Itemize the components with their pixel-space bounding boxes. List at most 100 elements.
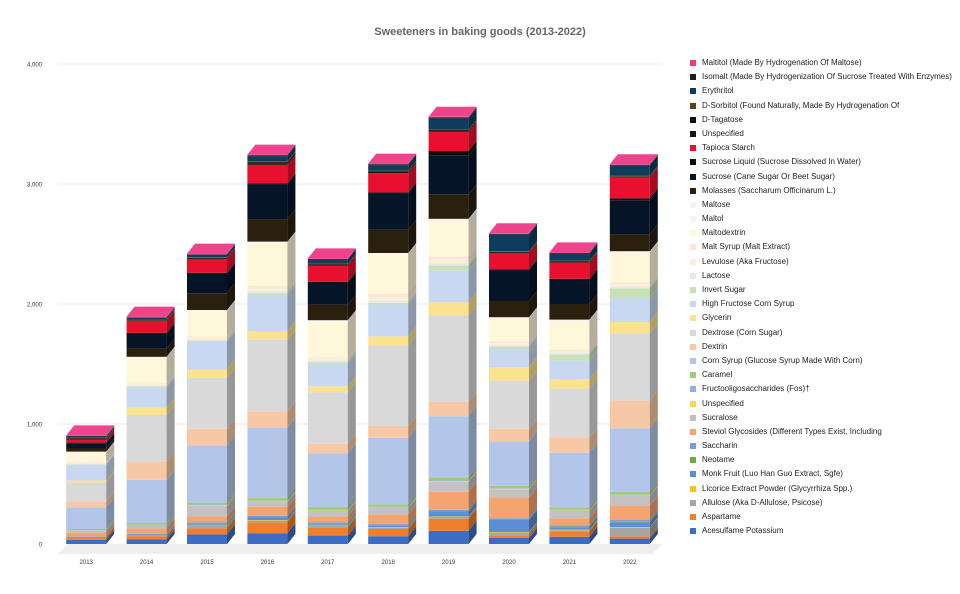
bar-segment <box>428 145 477 195</box>
bar-segment <box>307 382 356 444</box>
bar-segment <box>428 253 477 266</box>
bar-segment <box>609 485 658 496</box>
legend-swatch <box>690 315 696 322</box>
legend-label: Glycerin <box>702 313 732 323</box>
bar-segment <box>307 443 356 507</box>
bar-segment <box>428 506 477 517</box>
bar-segment <box>307 499 356 511</box>
bar-segment <box>609 517 658 537</box>
bar-segment <box>368 155 417 171</box>
bar-segment <box>549 339 598 352</box>
bar-segment <box>187 418 235 446</box>
bar-segment <box>549 243 598 254</box>
bar-segment <box>428 106 477 118</box>
bar-segment <box>247 276 296 289</box>
bar-segment <box>247 507 296 518</box>
bar-segment <box>247 174 296 220</box>
x-tick-label: 2022 <box>623 560 637 566</box>
bar-segment <box>489 224 537 252</box>
bar-segment <box>489 336 537 349</box>
bar-segment <box>368 335 417 426</box>
legend-label: Saccharin <box>702 441 738 451</box>
legend-swatch <box>690 60 696 66</box>
bar-segment <box>126 526 175 540</box>
bar-segment <box>247 510 296 523</box>
bar-segment <box>428 121 477 151</box>
legend-swatch <box>690 74 696 81</box>
bar-segment <box>549 344 598 361</box>
legend-label: Allulose (Aka D-Allulose, Psicose) <box>702 497 823 507</box>
legend-swatch <box>690 230 696 237</box>
legend-item: Erythritol <box>690 86 955 96</box>
legend-label: Aspartame <box>702 512 741 521</box>
bar-segment <box>609 276 658 289</box>
x-tick-label: 2017 <box>321 560 335 566</box>
x-tick-label: 2014 <box>140 560 154 566</box>
y-tick-label: 1,000 <box>27 423 43 429</box>
bar-segment <box>187 515 235 526</box>
bar-top-face <box>609 154 658 165</box>
legend-label: Sucrose Liquid (Sucrose Dissolved In Wat… <box>702 157 861 167</box>
bar-segment <box>609 165 658 177</box>
bar-segment <box>609 512 658 528</box>
legend-swatch <box>690 187 696 194</box>
legend-item: Unspecified <box>690 399 955 409</box>
bar-segment <box>307 354 356 387</box>
bar-segment <box>66 441 115 453</box>
bar-segment <box>66 472 115 502</box>
bar-segment <box>368 415 417 438</box>
legend-item: D-Sorbitol (Found Naturally, Made By Hyd… <box>690 101 955 111</box>
bar-segment <box>489 307 537 318</box>
legend-item: Maltose <box>690 200 955 210</box>
bar-segment <box>66 429 115 440</box>
bar-segment <box>489 331 537 343</box>
bar-segment <box>247 401 296 428</box>
bar-segment <box>368 519 417 537</box>
bar-segment <box>368 244 417 294</box>
bar-segment <box>549 369 598 389</box>
bar-segment <box>187 494 235 505</box>
bar-segment <box>247 144 296 156</box>
bar-segment <box>307 271 356 283</box>
bar-segment <box>609 528 658 544</box>
bar-segment <box>368 514 417 526</box>
bar-segment <box>368 219 417 253</box>
bar-segment <box>247 285 296 331</box>
legend-swatch <box>690 272 696 279</box>
bar-segment <box>368 494 417 507</box>
bar-segment <box>609 495 658 520</box>
bar-segment <box>428 508 477 531</box>
bar-segment <box>126 310 175 321</box>
bar-segment <box>247 510 296 521</box>
legend-swatch <box>690 471 696 478</box>
bar-segment <box>368 154 417 166</box>
bar-segment <box>187 359 235 378</box>
legend-item: Neotame <box>690 455 955 465</box>
legend-swatch <box>690 443 696 450</box>
bar-segment <box>428 120 477 131</box>
legend-item: Tapioca Starch <box>690 143 955 153</box>
bar-segment <box>66 453 115 465</box>
legend-swatch <box>690 400 696 407</box>
bar-stack-2021 <box>549 242 598 544</box>
bar-segment <box>609 154 658 165</box>
bar-segment <box>187 300 235 312</box>
bar-segment <box>549 243 598 261</box>
bar-segment <box>609 278 658 298</box>
bar-segment <box>247 145 296 157</box>
bar-stack-2014 <box>126 306 175 544</box>
bar-segment <box>609 418 658 492</box>
legend-item: Caramel <box>690 370 955 380</box>
bar-segment <box>428 108 477 130</box>
legend-item: Allulose (Aka D-Allulose, Psicose) <box>690 498 955 508</box>
bar-segment <box>368 292 417 305</box>
bar-segment <box>549 501 598 519</box>
bar-segment <box>549 526 598 544</box>
bar-segment <box>549 427 598 453</box>
bar-segment <box>307 517 356 536</box>
bar-segment <box>307 294 356 321</box>
bar-segment <box>609 272 658 285</box>
legend-label: D-Sorbitol (Found Naturally, Made By Hyd… <box>702 100 900 110</box>
bar-segment <box>307 310 356 321</box>
